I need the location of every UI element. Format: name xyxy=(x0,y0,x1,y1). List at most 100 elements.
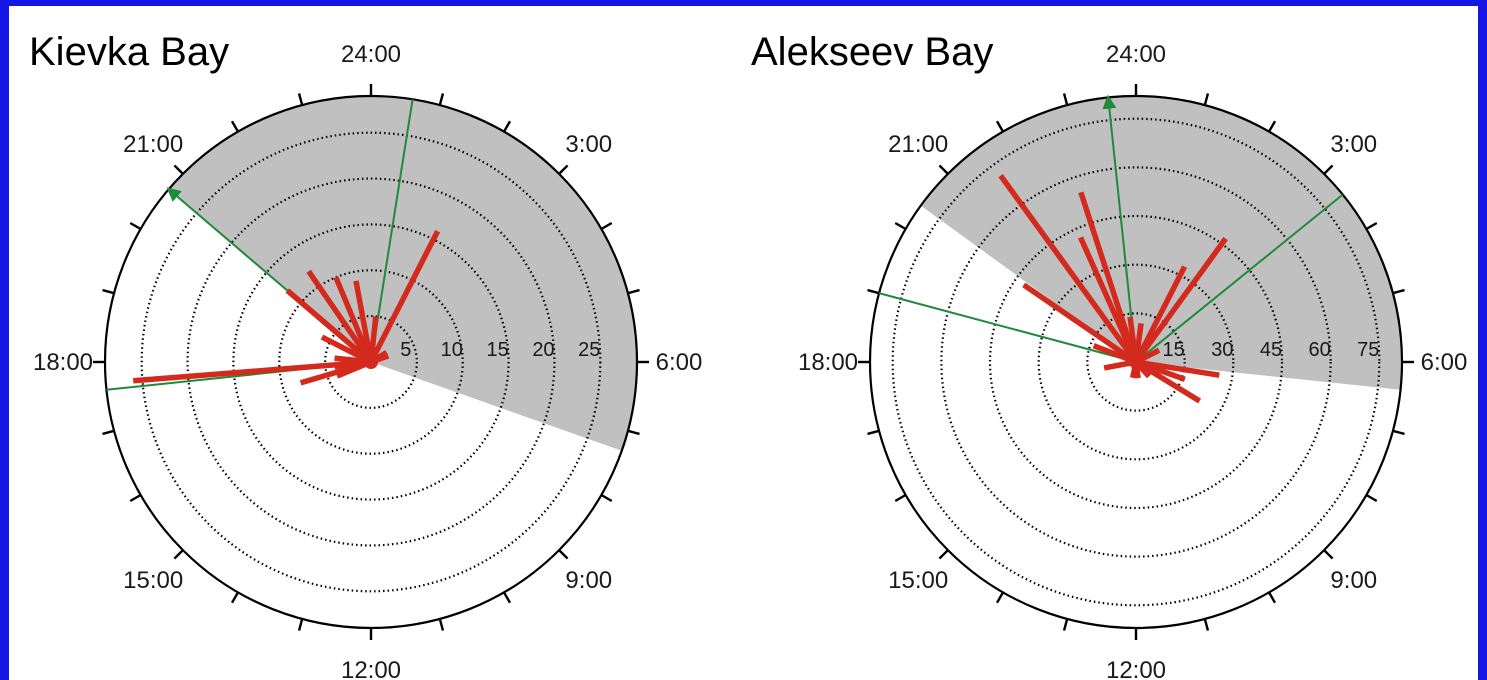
hour-tick xyxy=(297,618,304,631)
hour-tick xyxy=(995,120,1005,133)
hour-tick xyxy=(938,549,949,560)
hour-label: 15:00 xyxy=(123,567,183,594)
mean-vector-line xyxy=(1135,193,1344,363)
hour-label: 21:00 xyxy=(123,131,183,158)
hour-tick xyxy=(995,591,1005,604)
hour-tick xyxy=(297,93,304,106)
mean-vector-line xyxy=(878,292,1137,363)
hour-tick xyxy=(173,549,184,560)
radial-tick-label: 10 xyxy=(441,339,463,361)
radial-tick-label: 5 xyxy=(400,339,411,361)
hour-tick xyxy=(102,429,115,436)
radial-ring xyxy=(324,315,418,409)
hour-tick xyxy=(502,591,512,604)
hour-label: 6:00 xyxy=(1421,349,1468,376)
activity-bar xyxy=(1022,282,1138,365)
chart-title: Alekseev Bay xyxy=(751,30,993,74)
night-shading-sector xyxy=(920,95,1402,390)
radial-ring xyxy=(940,166,1332,558)
radial-tick-label: 25 xyxy=(578,339,600,361)
activity-bar xyxy=(1092,343,1137,365)
activity-bar xyxy=(1133,237,1228,364)
hour-tick xyxy=(129,221,142,231)
hour-tick xyxy=(1203,93,1210,106)
activity-bar xyxy=(133,359,372,384)
hour-label: 24:00 xyxy=(341,41,401,68)
hour-tick xyxy=(438,618,445,631)
hour-tick xyxy=(1392,429,1405,436)
radial-tick-label: 75 xyxy=(1357,339,1379,361)
radial-ring xyxy=(988,214,1284,510)
night-shading-sector xyxy=(168,95,638,451)
hour-tick xyxy=(894,221,907,231)
activity-bar xyxy=(1134,359,1202,404)
radial-tick-label: 15 xyxy=(1163,339,1185,361)
hour-tick xyxy=(129,493,142,503)
radial-tick-label: 20 xyxy=(532,339,554,361)
hour-tick xyxy=(1365,493,1378,503)
hour-tick xyxy=(558,164,569,175)
hour-label: 15:00 xyxy=(888,567,948,594)
hour-tick xyxy=(438,93,445,106)
hour-tick xyxy=(600,493,613,503)
hour-tick xyxy=(1062,618,1069,631)
activity-bar xyxy=(285,288,373,365)
chart-title: Kievka Bay xyxy=(29,30,229,74)
hour-label: 12:00 xyxy=(341,657,401,680)
hour-tick xyxy=(1392,288,1405,295)
hour-label: 21:00 xyxy=(888,131,948,158)
chart-kievka-bay: 24:00 3:00 6:00 9:00 12:00 15:00 18:00 21:00 5 10… xyxy=(29,30,702,680)
hour-tick xyxy=(938,164,949,175)
hour-label: 9:00 xyxy=(1330,567,1377,594)
figure-canvas: 24:00 3:00 6:00 9:00 12:00 15:00 18:00 21:00 5 10… xyxy=(9,6,1478,680)
activity-bar xyxy=(333,276,374,364)
hour-tick xyxy=(1323,549,1334,560)
hour-tick xyxy=(867,429,880,436)
radial-tick-label: 30 xyxy=(1211,339,1233,361)
activity-bar xyxy=(998,174,1139,364)
hour-tick xyxy=(627,429,640,436)
activity-bar xyxy=(1133,265,1188,364)
radial-tick-label: 15 xyxy=(486,339,508,361)
hour-tick xyxy=(894,493,907,503)
radial-ring xyxy=(1086,312,1186,412)
activity-bar xyxy=(306,269,374,364)
hour-label: 6:00 xyxy=(656,349,703,376)
hour-tick xyxy=(502,120,512,133)
hour-tick xyxy=(558,549,569,560)
activity-bar xyxy=(1078,191,1139,363)
chart-alekseev-bay: 24:00 3:00 6:00 9:00 12:00 15:00 18:00 21:00 15 3… xyxy=(751,30,1467,680)
hour-tick xyxy=(600,221,613,231)
hour-tick xyxy=(1267,120,1277,133)
hour-tick xyxy=(1267,591,1277,604)
hour-label: 12:00 xyxy=(1106,657,1166,680)
radial-ring xyxy=(891,117,1381,607)
hour-tick xyxy=(627,288,640,295)
hour-label: 3:00 xyxy=(565,131,612,158)
activity-bar xyxy=(368,229,441,364)
hour-tick xyxy=(173,164,184,175)
center-hub xyxy=(364,355,378,369)
hour-tick xyxy=(230,591,240,604)
radial-ring xyxy=(186,177,556,547)
radial-ring xyxy=(140,131,602,593)
hour-tick xyxy=(1062,93,1069,106)
hour-tick xyxy=(102,288,115,295)
radial-ring xyxy=(1037,263,1235,461)
activity-bar xyxy=(353,280,374,363)
radial-ring xyxy=(232,223,510,501)
center-hub xyxy=(1129,355,1143,369)
hour-tick xyxy=(1365,221,1378,231)
radial-tick-label: 60 xyxy=(1309,339,1331,361)
hour-tick xyxy=(867,288,880,295)
hour-tick xyxy=(230,120,240,133)
hour-tick xyxy=(1323,164,1334,175)
radial-tick-label: 45 xyxy=(1260,339,1282,361)
hour-label: 18:00 xyxy=(798,349,858,376)
hour-label: 3:00 xyxy=(1330,131,1377,158)
polar-charts: 24:00 3:00 6:00 9:00 12:00 15:00 18:00 21:00 5 10… xyxy=(29,30,1467,680)
hour-tick xyxy=(1203,618,1210,631)
hour-label: 9:00 xyxy=(565,567,612,594)
hour-label: 18:00 xyxy=(33,349,93,376)
hour-label: 24:00 xyxy=(1106,41,1166,68)
